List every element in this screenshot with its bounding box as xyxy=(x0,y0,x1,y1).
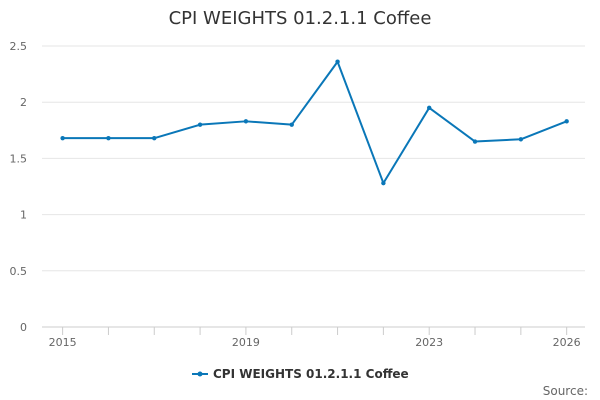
data-point[interactable] xyxy=(518,137,524,142)
x-tick-label: 2015 xyxy=(49,336,77,349)
series-line xyxy=(61,60,568,185)
data-point[interactable] xyxy=(152,135,157,141)
x-tick-label: 2019 xyxy=(232,336,260,349)
data-point[interactable] xyxy=(197,122,203,127)
x-tick-label: 2026 xyxy=(553,336,581,349)
data-point[interactable] xyxy=(472,139,478,144)
series-group xyxy=(60,59,569,186)
x-tick-label: 2023 xyxy=(415,336,443,349)
y-tick-label: 0 xyxy=(20,321,27,334)
data-point[interactable] xyxy=(427,105,432,111)
legend[interactable]: CPI WEIGHTS 01.2.1.1 Coffee xyxy=(192,367,409,381)
data-point[interactable] xyxy=(106,135,111,141)
data-point[interactable] xyxy=(381,180,386,186)
data-point[interactable] xyxy=(243,119,249,124)
grid-lines xyxy=(42,45,585,328)
data-point[interactable] xyxy=(60,135,65,141)
y-axis: 0 0.5 1 1.5 2 2.5 xyxy=(10,40,28,334)
y-tick-label: 1.5 xyxy=(10,152,28,165)
y-tick-label: 2.5 xyxy=(10,40,28,53)
y-tick-label: 2 xyxy=(20,96,27,109)
data-point[interactable] xyxy=(335,59,340,64)
y-tick-label: 1 xyxy=(20,209,27,222)
source-label: Source: xyxy=(543,384,588,398)
legend-point-symbol xyxy=(197,371,203,377)
y-tick-label: 0.5 xyxy=(10,265,28,278)
x-axis: 2015 2019 2023 2026 xyxy=(49,327,581,349)
chart-title: CPI WEIGHTS 01.2.1.1 Coffee xyxy=(169,8,432,29)
data-point[interactable] xyxy=(564,119,569,124)
legend-label[interactable]: CPI WEIGHTS 01.2.1.1 Coffee xyxy=(213,367,409,381)
data-point[interactable] xyxy=(289,122,294,127)
